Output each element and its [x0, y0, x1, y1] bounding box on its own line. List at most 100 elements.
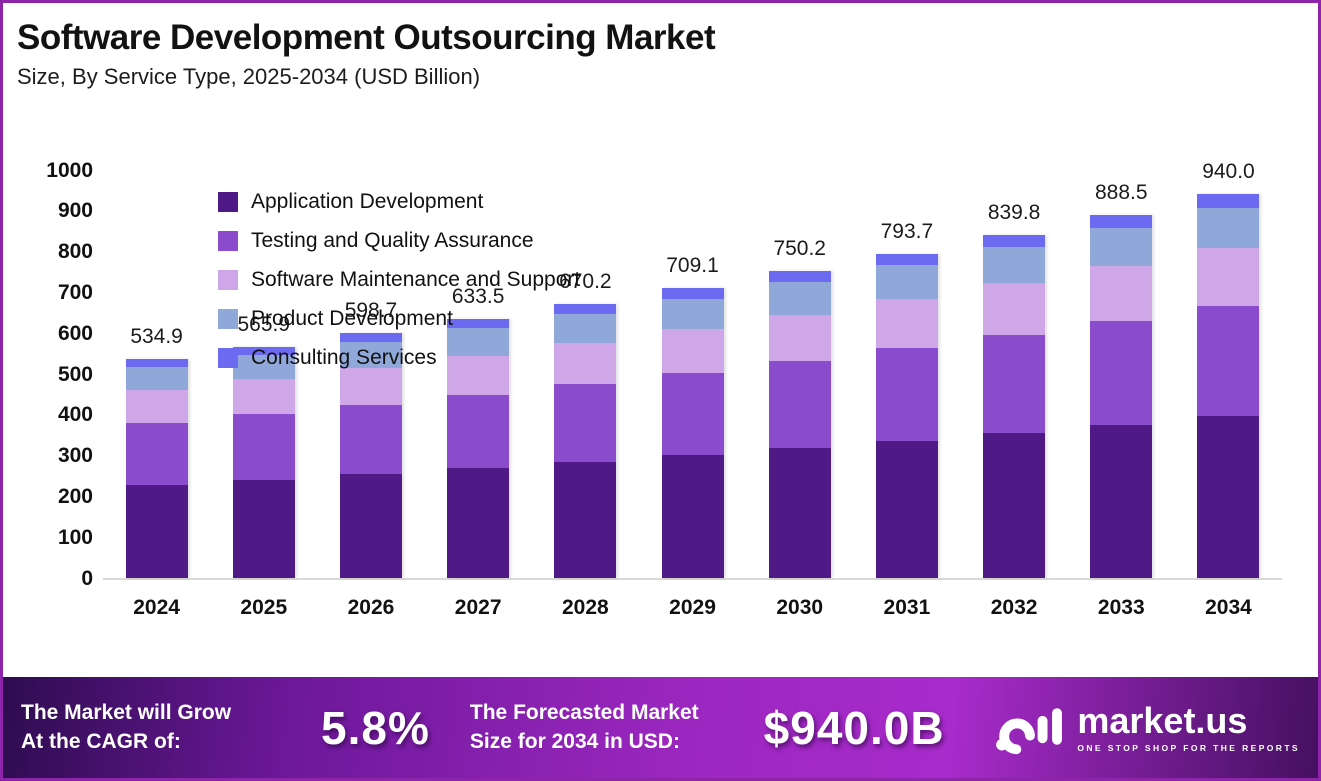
bar-total-label: 534.9 — [130, 325, 183, 349]
bar-segment — [125, 423, 188, 486]
legend-label: Application Development — [251, 189, 484, 213]
bar-segment — [125, 485, 188, 578]
y-tick-1000: 1000 — [46, 158, 93, 182]
y-tick-800: 800 — [57, 240, 93, 264]
bar-stack — [554, 304, 617, 578]
bar-segment — [1197, 207, 1260, 249]
bar-segment — [339, 342, 402, 368]
bar-total-label: 750.2 — [773, 237, 826, 261]
legend-label: Software Maintenance and Support — [251, 267, 581, 291]
bar-stack — [232, 346, 295, 578]
bar-group-2028: 670.2 — [532, 172, 639, 578]
page-subtitle: Size, By Service Type, 2025-2034 (USD Bi… — [17, 63, 481, 89]
bar-group-2033: 888.5 — [1068, 172, 1175, 578]
bar-segment — [232, 414, 295, 481]
bar-segment — [661, 329, 724, 373]
bar-segment — [447, 468, 510, 578]
bar-segment — [1090, 320, 1153, 425]
bar-segment — [768, 448, 831, 578]
bar-stack — [1090, 214, 1153, 578]
bar-segment — [447, 328, 510, 356]
marketus-logo-tagline: ONE STOP SHOP FOR THE REPORTS — [1077, 742, 1300, 753]
bar-segment — [768, 360, 831, 449]
bar-segment — [554, 313, 617, 343]
bar-segment — [983, 432, 1046, 578]
bar-segment — [983, 247, 1046, 284]
bar-segment — [768, 282, 831, 315]
bar-segment — [1197, 415, 1260, 578]
bar-segment — [447, 355, 510, 395]
x-label-2030: 2030 — [776, 595, 824, 619]
plot-area: 534.9 565.9 598.7 633.5 670.2 709.1 750.2 793.7… — [103, 161, 1282, 620]
legend-item: Application Development — [218, 190, 580, 214]
bar-segment — [1090, 214, 1153, 228]
bar-segment — [339, 404, 402, 475]
marketus-logo-icon — [996, 707, 1063, 754]
x-label-2024: 2024 — [133, 595, 180, 619]
footer-banner: The Market will Grow At the CAGR of: 5.8… — [3, 677, 1318, 778]
bar-total-label: 888.5 — [1095, 181, 1148, 204]
bar-total-label: 793.7 — [880, 219, 934, 243]
bar-stack — [661, 288, 724, 578]
bar-segment — [875, 440, 938, 578]
legend-swatch-icon — [218, 230, 238, 251]
bar-segment — [1090, 227, 1153, 267]
forecast-value: $940.0B — [763, 701, 945, 754]
bar-segment — [339, 367, 402, 405]
forecast-caption-line1: The Forecasted Market — [469, 701, 699, 725]
legend-label: Consulting Services — [251, 345, 437, 369]
bar-segment — [1197, 305, 1260, 416]
bar-segment — [554, 304, 617, 314]
bar-segment — [983, 283, 1046, 335]
bar-segment — [339, 333, 402, 343]
y-tick-100: 100 — [57, 525, 93, 549]
bar-group-2034: 940.0 — [1175, 161, 1282, 578]
legend-item: Product Development — [218, 307, 580, 331]
y-tick-0: 0 — [81, 566, 93, 590]
bar-group-2031: 793.7 — [853, 172, 960, 578]
bar-group-2026: 598.7 — [317, 172, 424, 578]
forecast-caption: The Forecasted Market Size for 2034 in U… — [470, 699, 699, 756]
bar-segment — [339, 474, 402, 578]
x-label-2034: 2034 — [1205, 595, 1252, 619]
bar-group-2025: 565.9 — [210, 172, 317, 578]
bar-segment — [232, 346, 295, 356]
bar-segment — [554, 462, 617, 578]
x-label-2027: 2027 — [454, 595, 502, 619]
bar-segment — [232, 379, 295, 415]
bar-segment — [232, 355, 295, 380]
legend-swatch-icon — [218, 191, 238, 212]
bar-total-label: 565.9 — [237, 312, 291, 336]
bar-stack — [983, 234, 1046, 578]
bar-stack — [1197, 193, 1260, 578]
bar-segment — [125, 390, 188, 424]
y-axis: 0 100 200 300 400 500 600 700 800 900 1000 — [9, 160, 103, 589]
cagr-caption: The Market will Grow At the CAGR of: — [21, 699, 231, 756]
bar-segment — [1197, 193, 1260, 208]
legend: Application Development Testing and Quali… — [218, 190, 580, 370]
cagr-caption-line1: The Market will Grow — [21, 701, 232, 725]
legend-swatch-icon — [218, 269, 238, 290]
bar-group-2024: 534.9 — [103, 172, 210, 578]
bar-stack — [339, 333, 402, 578]
marketus-logo: market.us ONE STOP SHOP FOR THE REPORTS — [995, 698, 1300, 758]
bar-segment — [1090, 266, 1153, 321]
cagr-caption-line2: At the CAGR of: — [21, 729, 181, 753]
bar-segment — [768, 314, 831, 361]
bar-segment — [447, 394, 510, 469]
bar-segment — [875, 299, 938, 349]
bar-segment — [875, 253, 938, 266]
stacked-bar-chart: Application Development Testing and Quali… — [3, 160, 1318, 620]
x-label-2025: 2025 — [240, 595, 288, 619]
bar-segment — [661, 455, 724, 578]
y-tick-700: 700 — [57, 280, 93, 304]
y-tick-400: 400 — [57, 403, 93, 427]
y-tick-500: 500 — [57, 362, 93, 386]
bar-group-2027: 633.5 — [425, 172, 532, 578]
bar-segment — [661, 372, 724, 456]
bar-segment — [661, 298, 724, 330]
bar-segment — [554, 383, 617, 463]
x-label-2033: 2033 — [1097, 595, 1145, 619]
bar-group-2029: 709.1 — [639, 172, 746, 578]
forecast-caption-line2: Size for 2034 in USD: — [469, 729, 680, 753]
